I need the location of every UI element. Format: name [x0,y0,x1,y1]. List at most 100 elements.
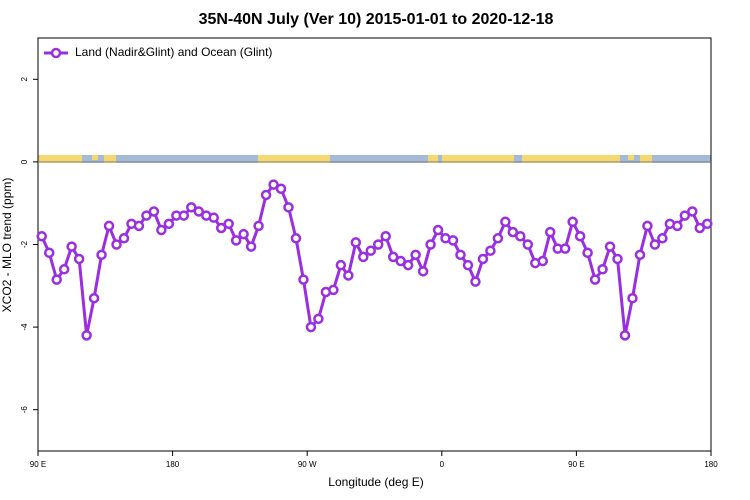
data-point [649,239,661,250]
data-point [245,241,257,252]
data-point [223,218,234,230]
data-point [544,226,556,238]
surface-mask [38,155,711,163]
data-point [432,224,444,236]
land-band [92,155,98,160]
data-point [275,183,287,194]
data-point [335,259,347,271]
land-band [104,155,116,163]
data-point [604,241,616,252]
data-point [81,330,92,341]
y-tick-label: -2 [20,240,29,248]
data-point [238,228,249,240]
data-point [103,220,115,232]
data-point [290,233,302,244]
data-point [380,230,391,242]
land-band [258,155,330,163]
data-point [283,202,294,213]
data-point [485,245,496,256]
x-axis-label: Longitude (deg E) [328,475,423,489]
data-point [447,235,459,246]
data-point [178,210,190,221]
data-point [634,249,646,261]
land-band [428,155,438,163]
y-tick-label: 0 [20,159,29,164]
y-tick-label: -4 [20,323,29,331]
data-point [96,249,107,261]
data-point [417,266,429,277]
data-point [66,241,77,252]
data-point [574,230,586,242]
data-point [260,189,272,201]
data-point [343,270,354,281]
data-point [253,220,264,232]
chart-title: 35N-40N July (Ver 10) 2015-01-01 to 2020… [199,11,554,28]
data-point [702,218,713,230]
land-band [522,155,620,163]
data-point [328,284,339,296]
data-point [43,247,55,259]
data-point [230,235,242,246]
data-point [687,206,698,217]
data-point [522,239,534,250]
data-point [612,253,623,265]
x-tick-label: 90 E [30,460,46,469]
data-point [298,274,309,285]
data-point [657,233,668,244]
data-point [133,220,145,232]
land-band [640,155,652,163]
data-point [642,220,653,232]
data-point [492,233,504,244]
data-point [679,210,691,221]
series [36,179,713,341]
data-point [372,239,384,250]
x-tick-label: 180 [166,460,180,469]
data-point [589,274,601,285]
land-band [628,155,634,160]
data-point [515,230,526,242]
data-point [186,202,197,213]
data-point [627,292,638,304]
x-tick-label: 0 [440,460,445,469]
data-point [313,313,324,325]
data-point [619,330,631,341]
data-point [36,230,47,242]
legend-label: Land (Nadir&Glint) and Ocean (Glint) [75,45,272,59]
data-point [694,222,706,234]
land-band [38,155,82,163]
data-point [425,239,436,250]
data-point [215,222,227,234]
data-point [477,253,489,265]
data-point [73,253,85,265]
data-point [365,245,377,256]
data-point [358,251,369,263]
x-tick-label: 180 [704,460,718,469]
data-point [597,264,608,275]
data-point [387,251,399,263]
data-point [462,259,474,271]
data-point [500,216,511,228]
y-tick-label: 2 [20,77,29,82]
data-point [88,292,100,304]
data-point [470,276,481,287]
data-point [193,206,205,217]
data-point [350,237,362,248]
legend-item: Land (Nadir&Glint) and Ocean (Glint) [44,45,272,59]
data-point [58,264,70,275]
data-point [118,233,130,244]
data-point [305,321,317,333]
data-point [208,212,219,223]
data-point [537,255,548,267]
data-point [268,179,279,190]
data-point [672,220,683,232]
x-tick-label: 90 W [298,460,317,469]
data-point [402,259,414,271]
y-axis-label: XCO2 - MLO trend (ppm) [0,178,14,313]
data-point [507,226,519,238]
data-point [163,218,175,230]
data-point [582,247,593,259]
ocean-band [38,155,711,163]
data-point [410,249,421,261]
data-point [395,255,406,267]
